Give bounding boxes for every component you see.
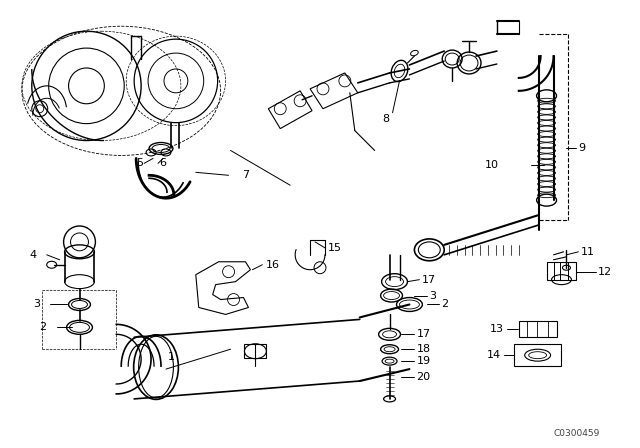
Text: 15: 15 [328,243,342,253]
Text: 19: 19 [417,356,431,366]
Text: 17: 17 [421,275,435,284]
Bar [547,262,577,280]
Text: 14: 14 [487,350,501,360]
Bar [244,344,266,358]
Text: 6: 6 [159,159,166,168]
Text: 4: 4 [29,250,36,260]
Text: 9: 9 [579,143,586,154]
Bar [514,344,561,366]
Text: 3: 3 [33,300,40,310]
Text: 11: 11 [580,247,595,257]
Text: 17: 17 [417,329,431,339]
Text: 12: 12 [598,267,612,277]
Text: 7: 7 [243,170,250,180]
Bar [519,321,557,337]
Text: 13: 13 [490,324,504,334]
Text: C0300459: C0300459 [554,429,600,438]
Text: 5: 5 [136,159,143,168]
Text: 1: 1 [168,352,175,362]
Text: 16: 16 [266,260,279,270]
Text: 8: 8 [383,114,390,124]
Text: 18: 18 [417,344,431,354]
Text: 2: 2 [441,300,449,310]
Text: 20: 20 [417,372,431,382]
Text: 2: 2 [40,323,47,332]
Text: 3: 3 [429,291,436,301]
Text: 10: 10 [485,160,499,170]
